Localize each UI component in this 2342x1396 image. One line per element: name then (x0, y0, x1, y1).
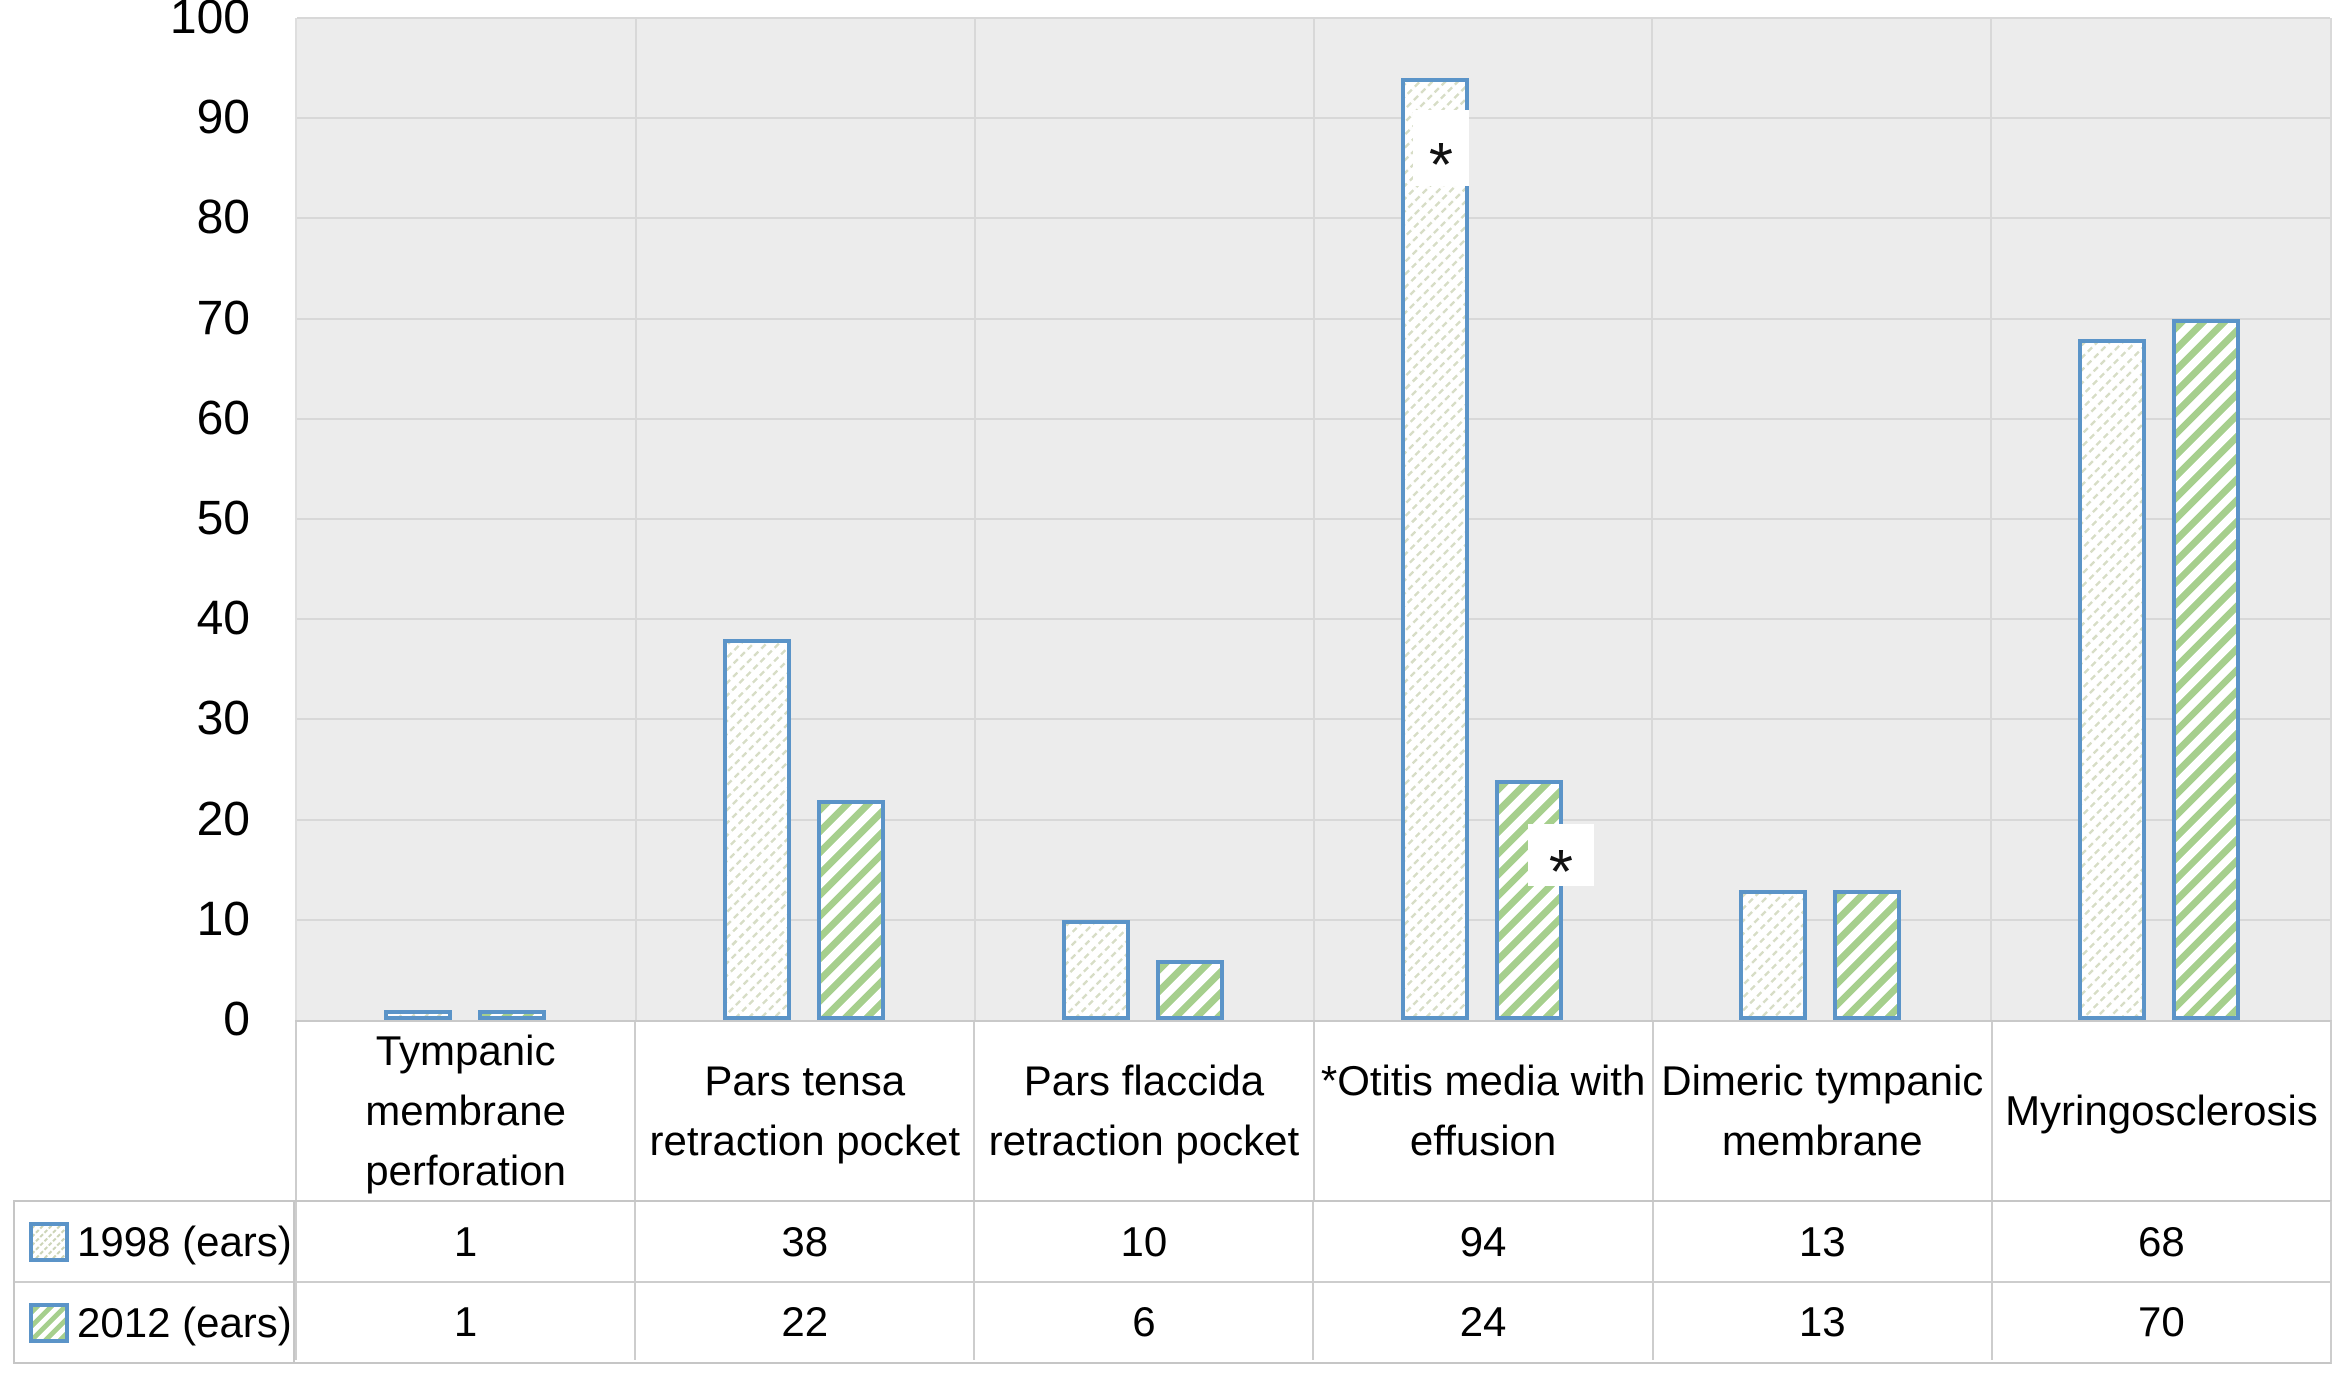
legend-swatch-2012-icon (29, 1302, 69, 1343)
legend-row-1998: 1998 (ears) (15, 1202, 293, 1281)
y-axis-tick-label: 80 (196, 191, 250, 245)
legend-row-2012: 2012 (ears) (15, 1281, 293, 1362)
y-axis-tick-label: 90 (196, 91, 250, 145)
category-divider-line (635, 18, 637, 1020)
value-cell-2012-cat-2: 6 (973, 1281, 1313, 1360)
value-cell-2012-cat-3: 24 (1312, 1281, 1652, 1360)
value-cell-2012-cat-0: 1 (295, 1281, 635, 1360)
bar-1998-cat-1 (723, 639, 791, 1020)
bar-2012-cat-0 (478, 1010, 546, 1020)
significance-asterisk-label: * (1528, 824, 1594, 907)
y-axis-tick-label: 20 (196, 792, 250, 846)
y-axis-tick-label: 0 (223, 993, 250, 1046)
value-cell-2012-cat-4: 13 (1651, 1281, 1991, 1360)
asterisk-glyph: * (1428, 130, 1454, 200)
value-cell-1998-cat-3: 94 (1312, 1202, 1651, 1281)
value-cell-1998-cat-1: 38 (634, 1202, 973, 1281)
category-label: *Otitis media with effusion (1312, 1022, 1652, 1200)
bar-2012-cat-1 (817, 800, 885, 1020)
category-divider-line (1651, 18, 1653, 1020)
bar-1998-cat-2 (1062, 920, 1130, 1020)
value-cell-1998-cat-0: 1 (295, 1202, 634, 1281)
bar-2012-cat-3 (1495, 780, 1563, 1020)
y-axis-tick-label: 50 (196, 492, 250, 545)
y-axis-tick-label: 60 (196, 391, 250, 445)
category-label: Pars flaccida retraction pocket (973, 1022, 1312, 1200)
bar-2012-cat-5 (2172, 319, 2240, 1020)
legend-swatch-1998-icon (29, 1221, 69, 1262)
bar-1998-cat-3 (1401, 78, 1469, 1020)
category-label: Myringosclerosis (1990, 1022, 2330, 1200)
category-divider-line (1990, 18, 1992, 1020)
category-divider-line (974, 18, 976, 1020)
y-axis-tick-label: 40 (196, 592, 250, 646)
value-cell-1998-cat-5: 68 (1990, 1202, 2330, 1281)
category-divider-line (1313, 18, 1315, 1020)
category-label: Dimeric tympanic membrane (1651, 1022, 1991, 1200)
asterisk-glyph: * (1548, 837, 1574, 907)
bar-1998-cat-0 (384, 1010, 452, 1020)
significance-asterisk-label: * (1413, 110, 1469, 200)
legend-label-1998: 1998 (ears) (77, 1217, 292, 1265)
plot-area: * * (295, 17, 2332, 1020)
bar-1998-cat-5 (2078, 339, 2146, 1020)
value-cell-1998-cat-4: 13 (1651, 1202, 1991, 1281)
bar-2012-cat-4 (1833, 890, 1901, 1020)
y-axis-tick-label: 100 (169, 0, 250, 44)
category-label: Tympanic membrane perforation (295, 1022, 634, 1200)
y-axis: 0 10 20 30 40 50 60 70 80 90 100 (0, 0, 250, 1060)
bar-1998-cat-4 (1739, 890, 1807, 1020)
bar-2012-cat-2 (1156, 960, 1224, 1020)
value-cell-2012-cat-5: 70 (1990, 1281, 2330, 1360)
legend-label-2012: 2012 (ears) (77, 1298, 292, 1346)
y-axis-tick-label: 70 (196, 291, 250, 345)
value-cell-1998-cat-2: 10 (973, 1202, 1312, 1281)
category-axis-label-band: Tympanic membrane perforation Pars tensa … (295, 1020, 2332, 1200)
value-cell-2012-cat-1: 22 (634, 1281, 974, 1360)
data-table-values: 1 38 10 94 13 68 1 22 6 24 13 70 (295, 1200, 2332, 1364)
legend-table: 1998 (ears) 2012 (ears) (13, 1200, 295, 1364)
category-label: Pars tensa retraction pocket (634, 1022, 973, 1200)
y-axis-tick-label: 30 (196, 692, 250, 746)
y-axis-tick-label: 10 (196, 892, 250, 946)
